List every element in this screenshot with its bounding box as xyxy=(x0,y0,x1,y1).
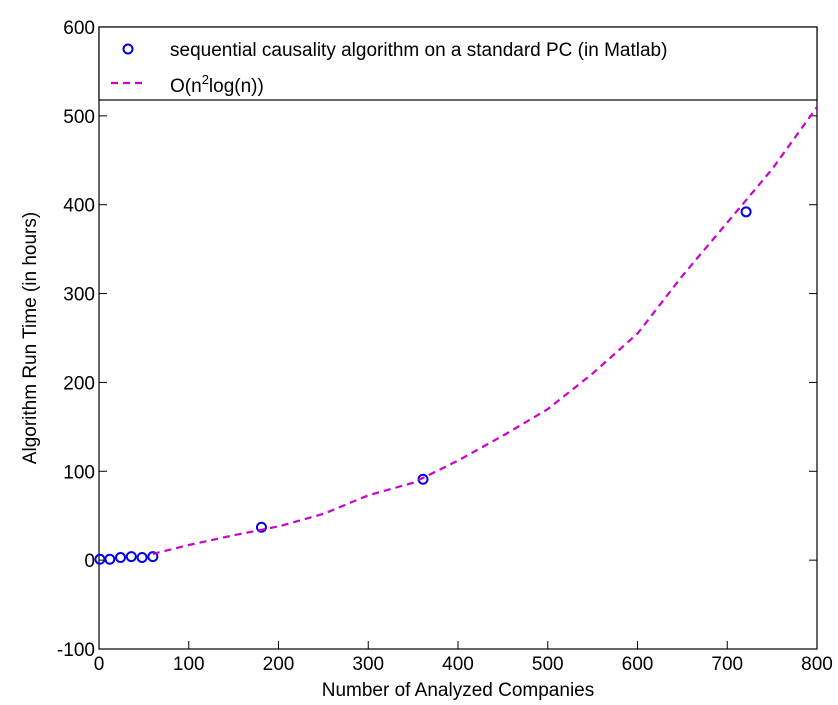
y-tick-label: 500 xyxy=(63,107,95,128)
y-tick-label: -100 xyxy=(57,640,95,661)
legend-label-sequential: sequential causality algorithm on a stan… xyxy=(170,40,667,61)
legend: sequential causality algorithm on a stan… xyxy=(98,26,818,101)
y-tick-label: 300 xyxy=(63,285,95,306)
data-point-measured xyxy=(147,551,159,563)
x-tick-label: 600 xyxy=(622,654,654,675)
y-tick-label: 100 xyxy=(63,462,95,483)
legend-marker-circle xyxy=(122,43,134,55)
y-tick-label: 400 xyxy=(63,196,95,217)
y-tick-label: 600 xyxy=(63,18,95,39)
plot-frame xyxy=(98,26,818,650)
x-tick-label: 500 xyxy=(532,654,564,675)
legend-label-complexity-prefix: O(n xyxy=(170,76,202,97)
x-tick-label: 700 xyxy=(711,654,743,675)
series-layer xyxy=(94,106,817,565)
y-tick-label: 200 xyxy=(63,373,95,394)
legend-label-complexity: O(n2log(n)) xyxy=(170,72,264,97)
x-tick-label: 800 xyxy=(801,654,833,675)
y-axis-ticks: -100 0 100 200 300 400 500 600 xyxy=(57,18,817,661)
x-tick-label: 0 xyxy=(94,654,105,675)
legend-label-complexity-superscript: 2 xyxy=(202,72,209,87)
x-tick-label: 300 xyxy=(352,654,384,675)
y-tick-label: 0 xyxy=(84,551,95,572)
y-axis-label: Algorithm Run Time (in hours) xyxy=(20,212,41,464)
data-point-measured xyxy=(136,551,148,563)
legend-label-complexity-suffix: log(n)) xyxy=(209,76,264,97)
legend-box xyxy=(98,26,818,101)
data-point-measured xyxy=(104,553,116,565)
data-point-measured xyxy=(94,553,106,565)
data-point-measured xyxy=(740,206,752,218)
data-point-measured xyxy=(255,521,267,533)
x-tick-label: 100 xyxy=(173,654,205,675)
x-axis-ticks: 0 100 200 300 400 500 600 700 800 xyxy=(94,27,833,675)
data-point-measured xyxy=(125,551,137,563)
series-line-complexity xyxy=(152,106,817,555)
x-axis-label: Number of Analyzed Companies xyxy=(322,680,594,701)
x-tick-label: 200 xyxy=(263,654,295,675)
x-tick-label: 400 xyxy=(442,654,474,675)
data-point-measured xyxy=(115,551,127,563)
